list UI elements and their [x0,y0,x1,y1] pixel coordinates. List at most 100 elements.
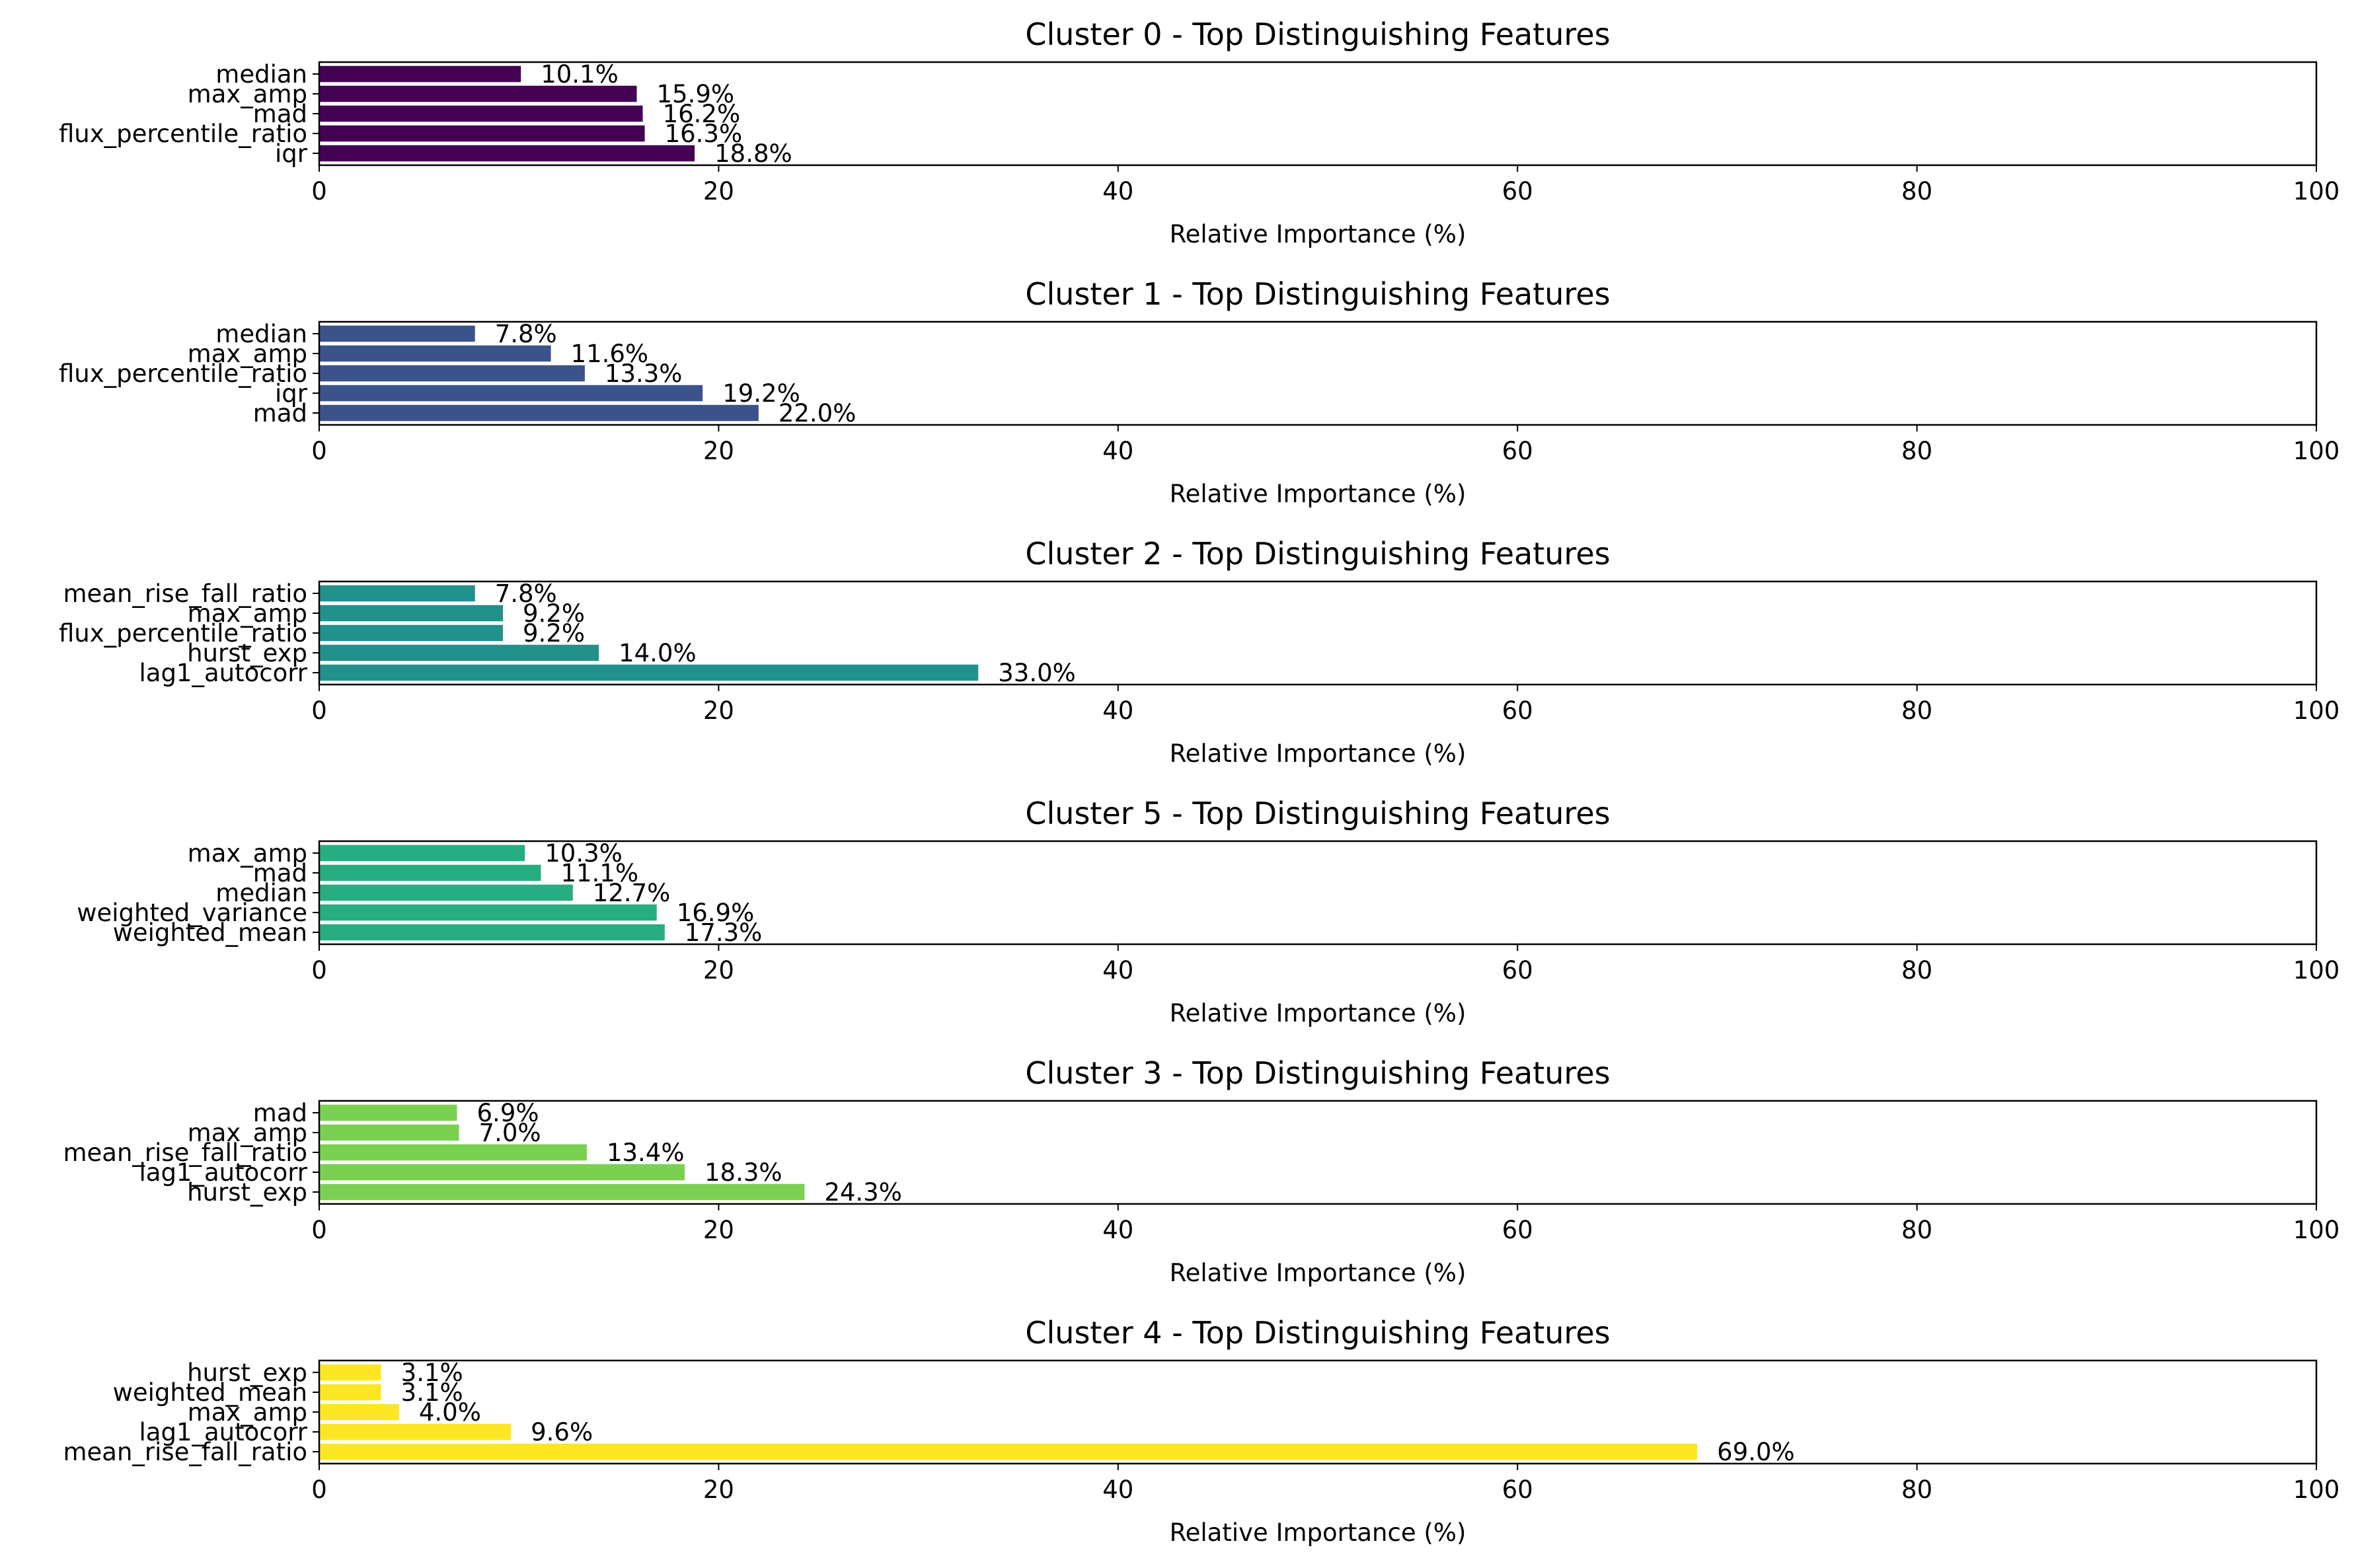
data-label: 17.3% [685,918,763,947]
x-tick-label: 100 [2293,956,2340,985]
subplot-title: Cluster 2 - Top Distinguishing Features [1025,536,1610,572]
x-tick-label: 40 [1102,696,1133,725]
x-axis-label: Relative Importance (%) [1170,220,1466,248]
x-tick-label: 80 [1901,956,1932,985]
bar [319,884,573,901]
data-label: 19.2% [722,379,800,408]
x-tick-label: 60 [1502,437,1533,465]
x-tick-label: 0 [311,956,327,985]
subplot-4: Cluster 3 - Top Distinguishing Features m… [63,1055,2339,1287]
y-tick-label: weighted_variance [77,899,307,927]
subplot-3: Cluster 5 - Top Distinguishing Features m… [77,796,2339,1027]
y-tick-label: mean_rise_fall_ratio [63,1438,307,1466]
x-tick-label: 20 [703,1216,734,1244]
data-label: 13.4% [607,1139,685,1167]
data-label: 69.0% [1717,1438,1795,1466]
bar [319,1104,457,1121]
y-tick-label: iqr [275,379,308,408]
y-tick-label: lag1_autocorr [139,1418,307,1446]
bar [319,125,645,142]
data-label: 9.6% [531,1418,593,1446]
axes-frame [318,580,2318,686]
bar [319,585,475,602]
data-label: 15.9% [656,80,734,108]
subplot-0: Cluster 0 - Top Distinguishing Features m… [59,17,2339,248]
x-tick-label: 20 [703,1475,734,1504]
data-label: 24.3% [824,1178,902,1207]
y-tick-label: max_amp [188,80,307,108]
bar [319,345,551,362]
x-tick-label: 40 [1102,1216,1133,1244]
data-label: 14.0% [619,639,697,667]
y-tick-label: max_amp [188,839,307,868]
x-tick-label: 60 [1502,696,1533,725]
data-label: 11.1% [560,859,638,887]
y-tick-label: hurst_exp [187,1178,307,1207]
y-tick-label: median [215,60,307,89]
x-tick-label: 80 [1901,177,1932,205]
y-tick-label: lag1_autocorr [139,1158,307,1187]
y-tick-label: median [215,879,307,907]
data-label: 18.3% [704,1158,782,1187]
subplot-title: Cluster 5 - Top Distinguishing Features [1025,796,1610,831]
axes-frame [318,1359,2318,1465]
data-label: 9.2% [523,599,585,628]
data-label: 10.1% [541,60,619,89]
x-tick-label: 60 [1502,177,1533,205]
x-tick-label: 80 [1901,1475,1932,1504]
x-tick-label: 60 [1502,1216,1533,1244]
data-label: 7.8% [495,579,557,608]
bar [319,1403,399,1421]
y-tick-label: mean_rise_fall_ratio [63,1139,307,1167]
bar [319,904,657,921]
subplot-title: Cluster 1 - Top Distinguishing Features [1025,276,1610,312]
x-tick-label: 100 [2293,1475,2340,1504]
y-tick-label: mad [253,100,307,128]
bar [319,644,599,661]
x-tick-label: 20 [703,696,734,725]
subplot-1: Cluster 1 - Top Distinguishing Features m… [59,276,2339,508]
x-tick-label: 60 [1502,1475,1533,1504]
bar [319,1164,685,1181]
y-tick-label: mad [253,1099,307,1127]
x-tick-label: 100 [2293,1216,2340,1244]
x-tick-label: 20 [703,956,734,985]
axes-frame [318,320,2318,426]
x-tick-label: 80 [1901,696,1932,725]
x-tick-label: 100 [2293,437,2340,465]
bar [319,844,525,862]
x-tick-label: 40 [1102,956,1133,985]
y-tick-label: flux_percentile_ratio [59,120,307,148]
y-tick-label: mad [253,859,307,887]
x-tick-label: 40 [1102,1475,1133,1504]
x-axis-label: Relative Importance (%) [1170,1259,1466,1287]
bar [319,1144,587,1161]
x-tick-label: 40 [1102,437,1133,465]
data-label: 33.0% [998,659,1076,687]
x-tick-label: 80 [1901,1216,1932,1244]
x-tick-label: 40 [1102,177,1133,205]
y-tick-label: hurst_exp [187,639,307,667]
x-axis-label: Relative Importance (%) [1170,999,1466,1027]
x-axis-label: Relative Importance (%) [1170,480,1466,508]
bar [319,605,504,622]
data-label: 18.8% [714,139,792,168]
x-axis-label: Relative Importance (%) [1170,1518,1466,1547]
x-tick-label: 0 [311,1475,327,1504]
data-label: 11.6% [571,340,649,368]
data-label: 16.3% [665,120,743,148]
y-tick-label: mean_rise_fall_ratio [63,579,307,608]
data-label: 7.8% [495,320,557,348]
data-label: 22.0% [779,399,856,428]
bar [319,1364,381,1381]
bar [319,145,695,162]
axes-frame [318,1100,2318,1205]
bar [319,385,703,402]
bar [319,1443,1698,1460]
data-label: 7.0% [479,1119,541,1147]
x-tick-label: 100 [2293,177,2340,205]
data-label: 16.2% [663,100,741,128]
subplot-title: Cluster 0 - Top Distinguishing Features [1025,17,1610,52]
